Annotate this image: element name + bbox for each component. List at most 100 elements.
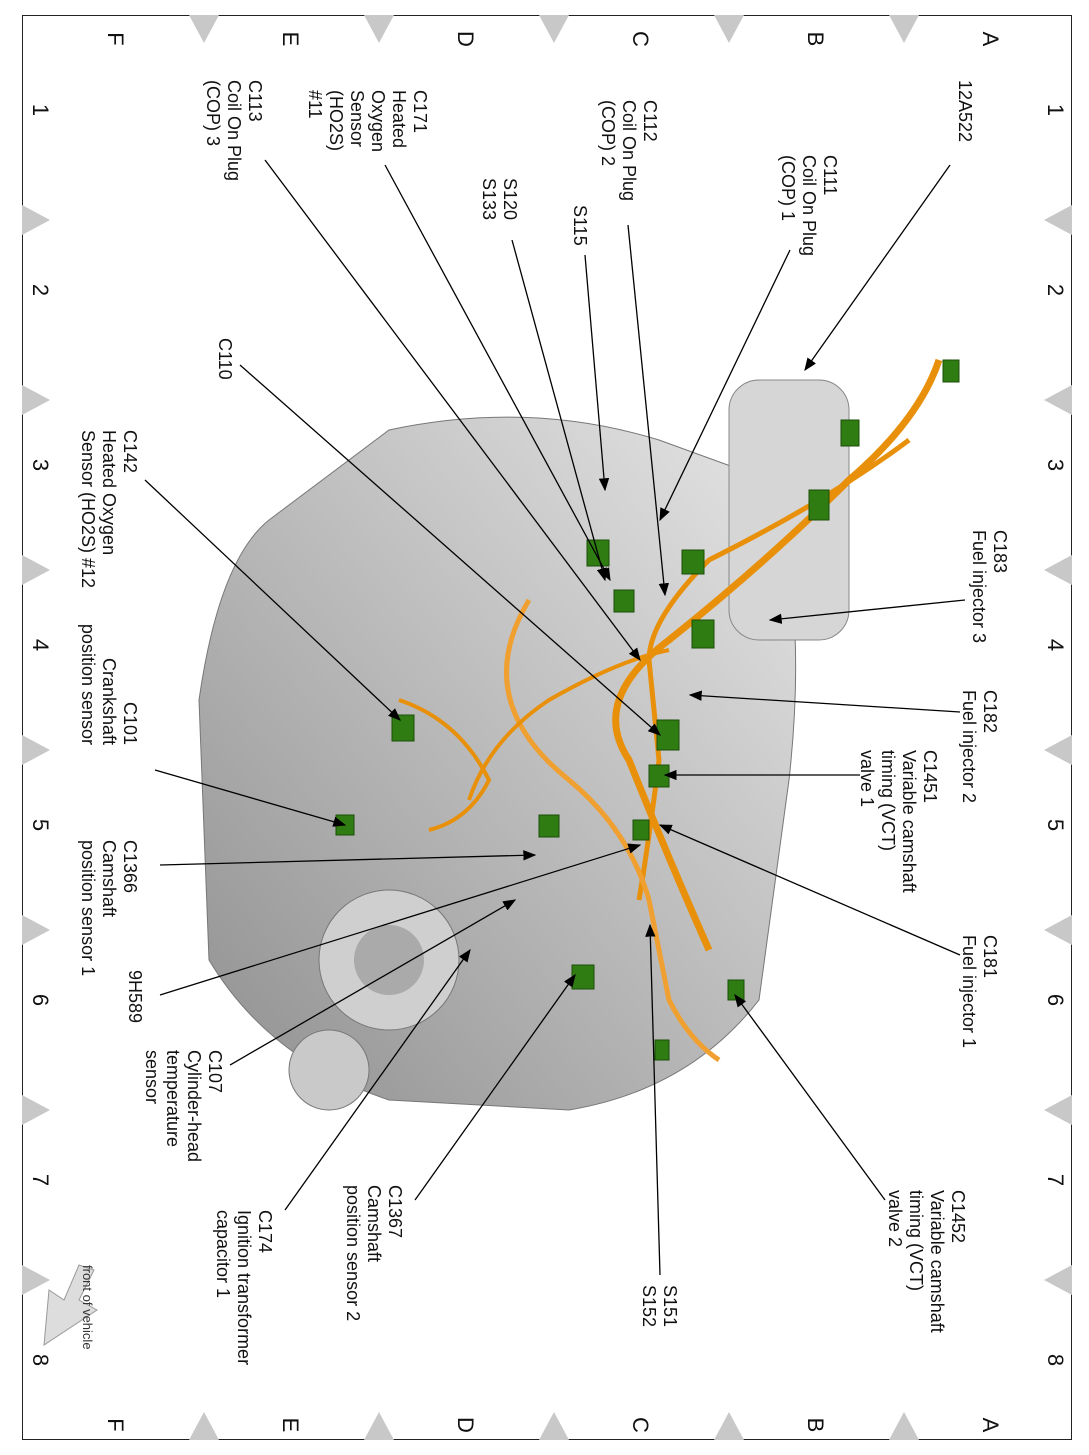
grid-number: 4	[1043, 638, 1068, 652]
label-s151-s152: S151 S152	[638, 1285, 680, 1327]
label-c1367: C1367 Camshaft position sensor 2	[342, 1185, 405, 1321]
label-line: C101	[120, 701, 140, 745]
label-line: Camshaft	[364, 1185, 384, 1263]
label-line: C142	[120, 430, 140, 474]
grid-number: 3	[1043, 458, 1068, 472]
label-c1366: C1366 Camshaft position sensor 1	[77, 840, 140, 976]
label-c111: C111 Coil On Plug (COP) 1	[777, 155, 840, 256]
label-line: S151	[660, 1285, 680, 1328]
grid-number: 1	[1043, 103, 1068, 117]
grid-letter: E	[278, 1417, 303, 1433]
grid-letter: F	[103, 1418, 128, 1432]
grid-number: 8	[28, 1353, 53, 1367]
label-line: (HO2S)	[326, 90, 346, 152]
label-line: C107	[205, 1050, 225, 1094]
label-line: C1452	[948, 1190, 968, 1244]
label-c1452: C1452 Variable camshaft timing (VCT) valve …	[884, 1190, 968, 1333]
label-line: Sensor	[347, 90, 367, 148]
label-line: Fuel injector 3	[969, 530, 989, 644]
label-line: valve 2	[885, 1190, 905, 1248]
label-line: timing (VCT)	[878, 750, 898, 852]
label-s115: S115	[569, 205, 590, 246]
grid-letter: D	[453, 31, 478, 47]
label-line: C182	[980, 690, 1000, 734]
label-line: C112	[640, 100, 660, 142]
grid-number: 6	[28, 993, 53, 1007]
label-line: S152	[639, 1285, 659, 1328]
label-line: Variable camshaft	[927, 1190, 947, 1333]
grid-number: 7	[1043, 1173, 1068, 1187]
label-line: Fuel injector 2	[959, 690, 979, 804]
grid-number: 2	[28, 283, 53, 297]
label-c142: C142 Heated Oxygen Sensor (HO2S) #12	[77, 430, 140, 588]
label-line: (COP) 3	[203, 80, 223, 147]
label-line: capacitor 1	[213, 1210, 233, 1299]
label-c112: C112 Coil On Plug (COP) 2	[597, 100, 660, 201]
grid-number: 6	[1043, 993, 1068, 1007]
label-line: C181	[980, 935, 1000, 979]
label-c181: C181 Fuel injector 1	[958, 935, 1000, 1048]
grid-number: 1	[28, 103, 53, 117]
label-c110: C110	[214, 338, 235, 380]
label-line: (COP) 1	[778, 155, 798, 222]
label-line: Camshaft	[99, 840, 119, 918]
label-line: S115	[570, 205, 590, 246]
label-line: Coil On Plug	[619, 100, 639, 202]
label-line: S133	[479, 178, 499, 221]
front-arrow-icon	[43, 1264, 98, 1346]
grid-number: 4	[28, 638, 53, 652]
label-line: C174	[255, 1210, 275, 1254]
label-line: 9H589	[125, 970, 145, 1024]
grid-number: 5	[1043, 818, 1068, 832]
label-c101: C101 Crankshaft position sensor	[77, 600, 140, 745]
label-line: Coil On Plug	[799, 155, 819, 257]
label-line: Heated	[389, 90, 409, 149]
label-line: C110	[215, 338, 235, 380]
label-9h589: 9H589	[124, 970, 145, 1023]
label-line: 12A522	[955, 80, 975, 143]
label-line: valve 1	[857, 750, 877, 808]
engine-illustration	[198, 358, 960, 1111]
label-line: position sensor 1	[78, 840, 98, 977]
label-line: (COP) 2	[598, 100, 618, 167]
label-line: Heated Oxygen	[99, 430, 119, 556]
label-c1451: C1451 Variable camshaft timing (VCT) valve …	[856, 750, 940, 893]
label-c182: C182 Fuel injector 2	[958, 690, 1000, 803]
label-line: C1366	[120, 840, 140, 894]
label-line: Oxygen	[368, 90, 388, 153]
border-markers	[22, 15, 1072, 1440]
label-line: Variable camshaft	[899, 750, 919, 893]
label-line: Ignition transformer	[234, 1210, 254, 1366]
label-line: Cylinder-head	[184, 1050, 204, 1163]
grid-number: 7	[28, 1173, 53, 1187]
label-c183: C183 Fuel injector 3	[968, 530, 1010, 643]
grid-letter: D	[453, 1417, 478, 1433]
label-line: Crankshaft	[99, 657, 119, 745]
label-line: C1367	[385, 1185, 405, 1239]
leader-lines	[144, 159, 966, 1276]
grid-number: 3	[28, 458, 53, 472]
label-line: C111	[820, 155, 840, 196]
label-line: #11	[305, 90, 325, 119]
label-line: C1451	[920, 750, 940, 804]
label-line: sensor	[142, 1050, 162, 1105]
label-line: Coil On Plug	[224, 80, 244, 182]
grid-letter: A	[978, 31, 1003, 47]
label-line: C113	[245, 80, 265, 122]
grid-number: 2	[1043, 283, 1068, 297]
grid-letter: E	[278, 31, 303, 47]
grid-letter: B	[803, 1417, 828, 1433]
grid-letter: C	[628, 31, 653, 47]
label-c174: C174 Ignition transformer capacitor 1	[212, 1210, 275, 1365]
front-of-vehicle-label: front of vehicle	[80, 1265, 95, 1350]
grid-letter: A	[978, 1417, 1003, 1433]
grid-letter: C	[628, 1417, 653, 1433]
label-line: position sensor	[78, 623, 98, 745]
grid-letter: B	[803, 31, 828, 47]
label-line: timing (VCT)	[906, 1190, 926, 1292]
label-12a522: 12A522	[954, 80, 975, 142]
label-c171: C171 Heated Oxygen Sensor (HO2S) #11	[304, 90, 430, 152]
label-c113: C113 Coil On Plug (COP) 3	[202, 80, 265, 181]
